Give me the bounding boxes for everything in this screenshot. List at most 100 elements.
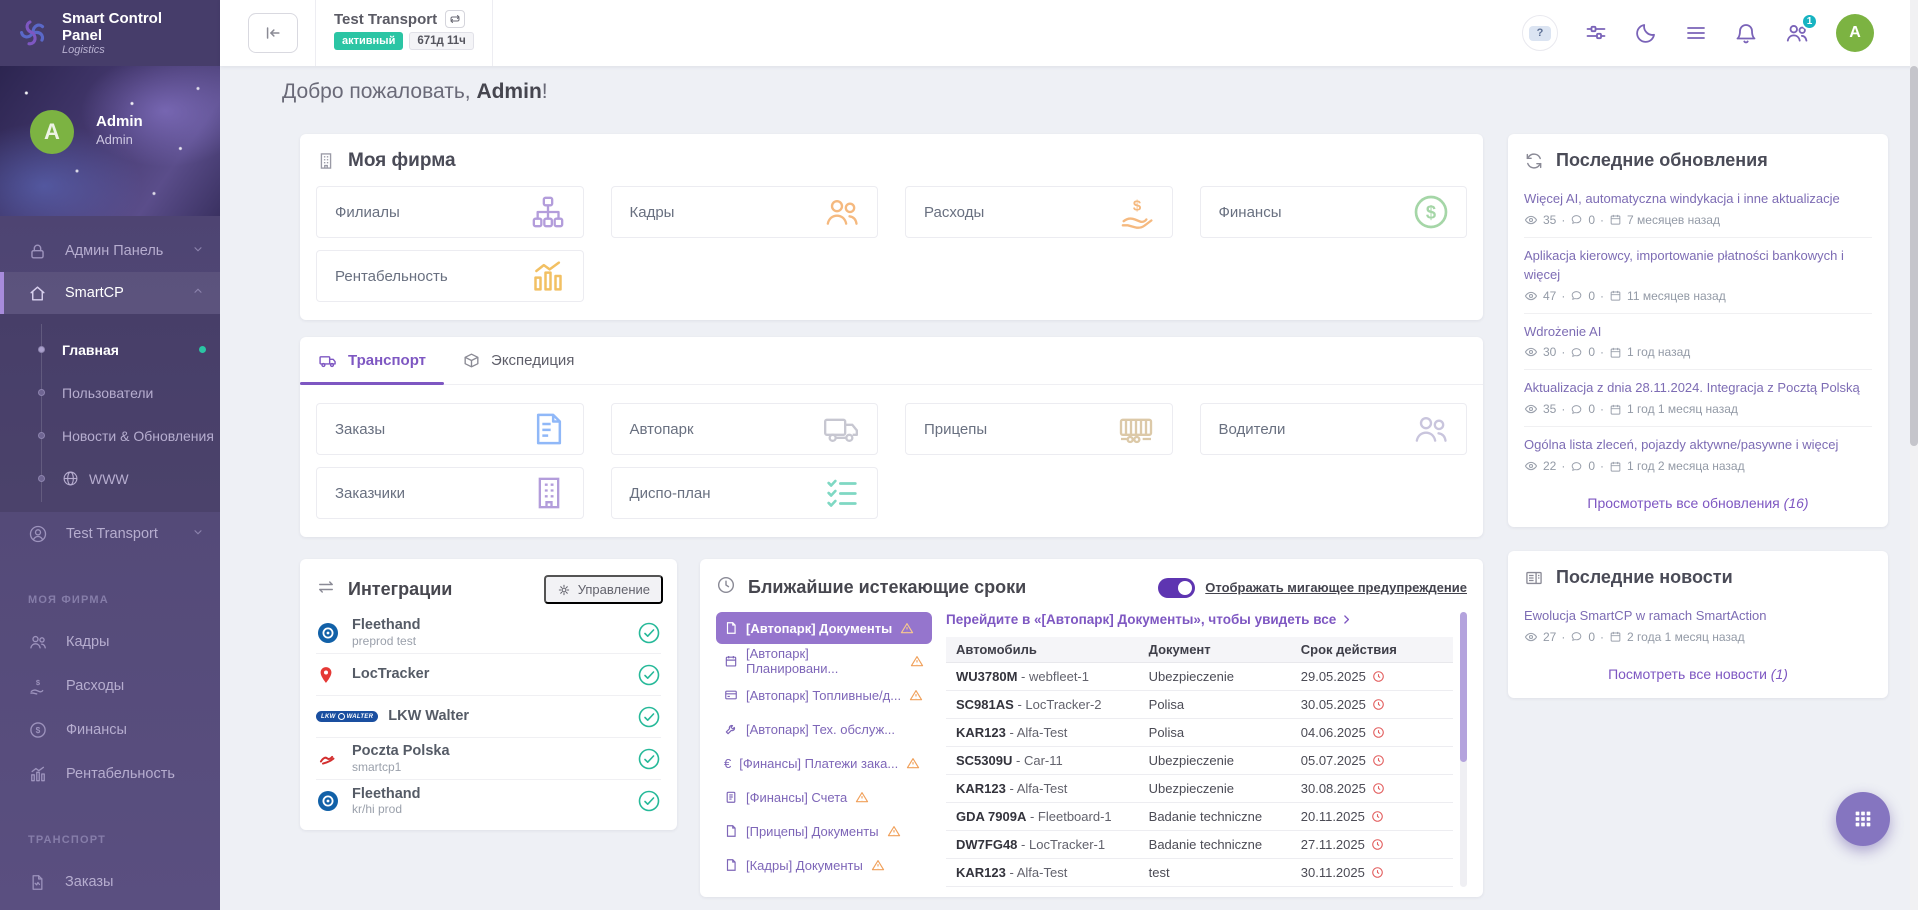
- bullet-icon: [38, 389, 45, 396]
- integration-fleethand-1[interactable]: Fleethand preprod test: [316, 612, 661, 654]
- update-link[interactable]: Więcej AI, automatyczna windykacja i inn…: [1524, 191, 1840, 206]
- table-scrollbar-thumb[interactable]: [1460, 612, 1467, 762]
- tile-rashody[interactable]: Расходы $: [905, 186, 1173, 238]
- integration-poczta-polska[interactable]: Poczta Polska smartcp1: [316, 738, 661, 780]
- table-row[interactable]: DW7FG48 - LocTracker-1 Badanie techniczn…: [946, 830, 1453, 859]
- table-row[interactable]: SC5309U - Car-11 Ubezpieczenie 05.07.202…: [946, 746, 1453, 775]
- tab-transport[interactable]: Транспорт: [300, 337, 445, 385]
- sidebar-item-test-transport[interactable]: Test Transport: [0, 512, 220, 556]
- document-icon: [724, 824, 738, 838]
- tile-kadry[interactable]: Кадры: [610, 186, 878, 238]
- sidebar-header: Smart Control Panel Logistics: [0, 0, 220, 66]
- table-row[interactable]: GDA 7909A - Fleetboard-1 Badanie technic…: [946, 802, 1453, 831]
- people-icon: [28, 632, 48, 652]
- page-scrollbar-thumb[interactable]: [1910, 66, 1918, 446]
- sidebar-item-kadry[interactable]: Кадры: [0, 620, 220, 664]
- sidebar-submenu: Главная Пользователи Новости & Обновлени…: [0, 314, 220, 512]
- building-icon: [529, 473, 569, 513]
- refresh-icon: [1524, 151, 1544, 171]
- sidebar-collapse-button[interactable]: [248, 13, 298, 53]
- update-link[interactable]: Aktualizacja z dnia 28.11.2024. Integrac…: [1524, 380, 1860, 396]
- eye-icon: [1524, 630, 1538, 644]
- topbar-icons: ? 1 A: [1522, 13, 1918, 52]
- tile-zakazchiki[interactable]: Заказчики: [316, 467, 584, 519]
- settings-sliders-icon[interactable]: [1584, 21, 1608, 45]
- tile-dispo-plan[interactable]: Диспо-план: [610, 467, 878, 519]
- menu-icon[interactable]: [1684, 21, 1708, 45]
- tab-expedition[interactable]: Экспедиция: [444, 337, 592, 384]
- updates-list: Więcej AI, automatyczna windykacja i inn…: [1508, 181, 1888, 483]
- goto-avtopark-documents-link[interactable]: Перейдите в «[Автопарк] Документы», чтоб…: [946, 612, 1453, 627]
- sidebar-item-rashody[interactable]: $ Расходы: [0, 664, 220, 708]
- blink-warning-toggle-label[interactable]: Отображать мигающее предупреждение: [1205, 580, 1467, 595]
- deadlines-menu-finansy-scheta[interactable]: [Финансы] Счета: [716, 780, 932, 814]
- sidebar-item-admin-panel[interactable]: Админ Панель: [0, 230, 220, 272]
- comment-icon: [1570, 346, 1583, 359]
- integration-loctracker[interactable]: LocTracker: [316, 654, 661, 696]
- integration-lkw-walter[interactable]: LKW WALTER LKW Walter: [316, 696, 661, 738]
- bullet-icon: [38, 432, 45, 439]
- table-row[interactable]: KAR123 - Alfa-Test Polisa 04.06.2025: [946, 718, 1453, 747]
- sidebar-item-www[interactable]: WWW: [0, 457, 220, 500]
- sidebar-item-novosti[interactable]: Новости & Обновления: [0, 414, 220, 457]
- tile-avtopark[interactable]: Автопарк: [610, 403, 878, 455]
- deadlines-menu-avtopark-toplivnye[interactable]: [Автопарк] Топливные/д...: [716, 678, 932, 712]
- update-link[interactable]: Aplikacja kierowcy, importowanie płatnoś…: [1524, 247, 1844, 282]
- sidebar-item-rentabelnost[interactable]: Рентабельность: [0, 752, 220, 796]
- deadlines-menu-pricepy-dokumenty[interactable]: [Прицепы] Документы: [716, 814, 932, 848]
- sidebar-item-label: Test Transport: [66, 526, 158, 542]
- question-icon: ?: [1529, 25, 1551, 41]
- dark-mode-moon-icon[interactable]: [1634, 21, 1658, 45]
- table-row[interactable]: KAR123 - Alfa-Test Ubezpieczenie 30.08.2…: [946, 774, 1453, 803]
- page-scrollbar: [1910, 0, 1918, 910]
- deadlines-menu-finansy-platezhi[interactable]: € [Финансы] Платежи зака...: [716, 746, 932, 780]
- check-circle-icon: [637, 789, 661, 813]
- users-online-count-badge: 1: [1801, 13, 1818, 30]
- sidebar-item-glavnaya[interactable]: Главная: [0, 328, 220, 371]
- sidebar-item-polzovateli[interactable]: Пользователи: [0, 371, 220, 414]
- deadlines-menu-avtopark-planirovanie[interactable]: [Автопарк] Планировани...: [716, 644, 932, 678]
- help-button[interactable]: ?: [1522, 15, 1558, 51]
- deadlines-menu-kadry-dokumenty[interactable]: [Кадры] Документы: [716, 848, 932, 882]
- warning-icon: [871, 858, 885, 872]
- eye-icon: [1524, 289, 1538, 303]
- tile-pricepy[interactable]: Прицепы: [905, 403, 1173, 455]
- view-all-news-link[interactable]: Посмотреть все новости (1): [1608, 665, 1788, 682]
- tile-zakazy[interactable]: Заказы: [316, 403, 584, 455]
- card-title: Ближайшие истекающие сроки: [748, 577, 1027, 597]
- sidebar-item-finansy[interactable]: $ Финансы: [0, 708, 220, 752]
- sidebar-section-transport: ТРАНСПОРТ: [28, 834, 107, 846]
- table-row[interactable]: KAR123 - Alfa-Test test 30.11.2025: [946, 858, 1453, 887]
- tile-finansy[interactable]: Финансы $: [1199, 186, 1467, 238]
- table-row[interactable]: SC981AS - LocTracker-2 Polisa 30.05.2025: [946, 690, 1453, 719]
- user-avatar[interactable]: A: [1836, 14, 1874, 52]
- integrations-list: Fleethand preprod test: [300, 612, 677, 830]
- table-row[interactable]: WU3780M - webfleet-1 Ubezpieczenie 29.05…: [946, 662, 1453, 691]
- column-header-vehicle: Автомобиль: [946, 637, 1139, 663]
- truck-icon: [819, 409, 863, 449]
- sidebar-menu: Админ Панель SmartCP Главная: [0, 216, 220, 904]
- blink-warning-toggle[interactable]: [1158, 577, 1196, 598]
- sidebar-item-smartcp[interactable]: SmartCP: [0, 272, 220, 314]
- package-icon: [462, 351, 481, 370]
- deadlines-menu-avtopark-dokumenty[interactable]: [Автопарк] Документы: [716, 612, 932, 644]
- apps-grid-fab-button[interactable]: [1836, 792, 1890, 846]
- avatar[interactable]: A: [30, 110, 74, 154]
- integration-fleethand-2[interactable]: Fleethand kr/hi prod: [316, 780, 661, 822]
- deadlines-menu-avtopark-teh-obsluzhivanie[interactable]: [Автопарк] Тех. обслуж...: [716, 712, 932, 746]
- tile-rentabelnost[interactable]: Рентабельность: [316, 250, 584, 302]
- view-all-updates-link[interactable]: Просмотреть все обновления (16): [1587, 495, 1809, 512]
- switch-company-icon[interactable]: [445, 10, 466, 28]
- tile-filialy[interactable]: Филиалы: [316, 186, 584, 238]
- sidebar-item-zakazy[interactable]: Заказы: [0, 860, 220, 904]
- tile-voditeli[interactable]: Водители: [1199, 403, 1467, 455]
- update-link[interactable]: Ogólna lista zleceń, pojazdy aktywne/pas…: [1524, 437, 1839, 453]
- comment-icon: [1570, 460, 1583, 473]
- users-online-icon[interactable]: 1: [1784, 13, 1818, 46]
- manage-integrations-button[interactable]: Управление: [543, 575, 663, 604]
- calendar-icon: [1609, 346, 1622, 359]
- notifications-bell-icon[interactable]: [1734, 21, 1758, 45]
- company-tab[interactable]: Test Transport активный 671д 11ч: [315, 0, 493, 66]
- news-link[interactable]: Ewolucja SmartCP w ramach SmartAction: [1524, 608, 1767, 624]
- update-link[interactable]: Wdrożenie AI: [1524, 323, 1602, 339]
